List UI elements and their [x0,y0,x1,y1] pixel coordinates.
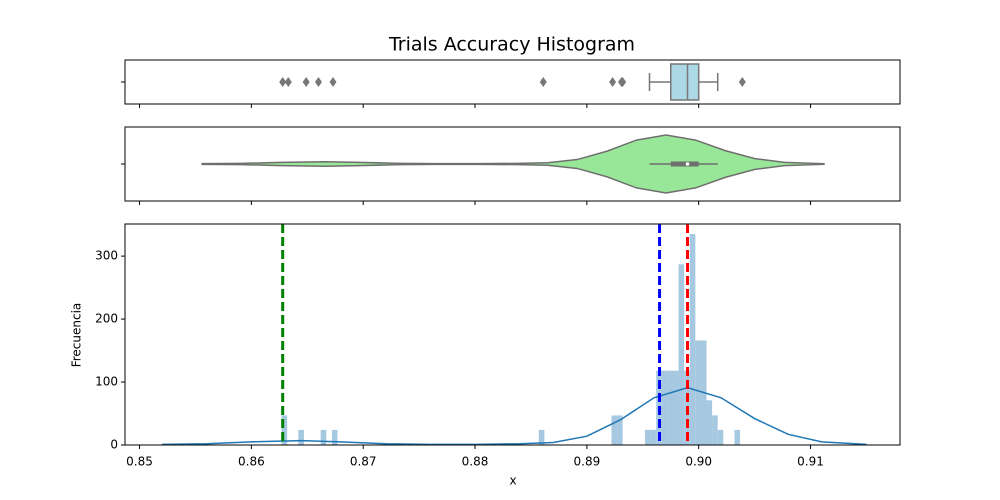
y-tick-label: 100 [95,375,118,389]
hist-bar [689,234,696,445]
axes-frame [124,59,901,105]
hist-bar [281,415,288,445]
violin-median [685,162,690,166]
hist-bar [734,429,741,445]
outlier [279,77,287,87]
outlier [539,77,547,87]
y-tick-label: 300 [95,249,118,263]
outlier [738,77,746,87]
hist-bar [611,415,618,445]
x-tick-label: 0.87 [350,455,377,469]
hist-bar [320,429,327,445]
hist-bar [706,400,713,445]
hist-bar [661,370,668,445]
axes-frame [124,223,901,446]
hist-bar [678,264,685,445]
hist-bar [650,429,657,445]
hist-bar [695,340,701,445]
outlier [609,77,617,87]
outlier [302,77,310,87]
hist-bar [717,429,724,445]
y-axis-label: Frecuencia [70,303,84,368]
hist-bar [538,429,545,445]
axes-frame [124,126,901,202]
violin-box [670,161,699,167]
kde-line [161,386,867,446]
box [669,63,700,101]
x-tick-label: 0.88 [462,455,489,469]
x-tick-label: 0.85 [126,455,153,469]
outlier [314,77,322,87]
hist-bar [645,429,651,445]
outlier [284,77,292,87]
hist-bar [298,429,304,445]
x-tick-label: 0.90 [685,455,712,469]
hist-bar [617,415,623,445]
hist-bar [331,429,338,445]
violin [201,134,825,194]
hist-bar [672,370,679,445]
x-tick-label: 0.91 [797,455,824,469]
hist-bar [712,415,718,445]
x-tick-label: 0.86 [238,455,265,469]
outlier [329,77,337,87]
hist-bar [667,370,673,445]
chart-title: Trials Accuracy Histogram [388,34,635,56]
outlier [619,77,627,87]
y-tick-label: 0 [110,438,118,452]
x-tick-label: 0.89 [574,455,601,469]
x-axis-label: x [509,474,516,488]
y-tick-label: 200 [95,312,118,326]
